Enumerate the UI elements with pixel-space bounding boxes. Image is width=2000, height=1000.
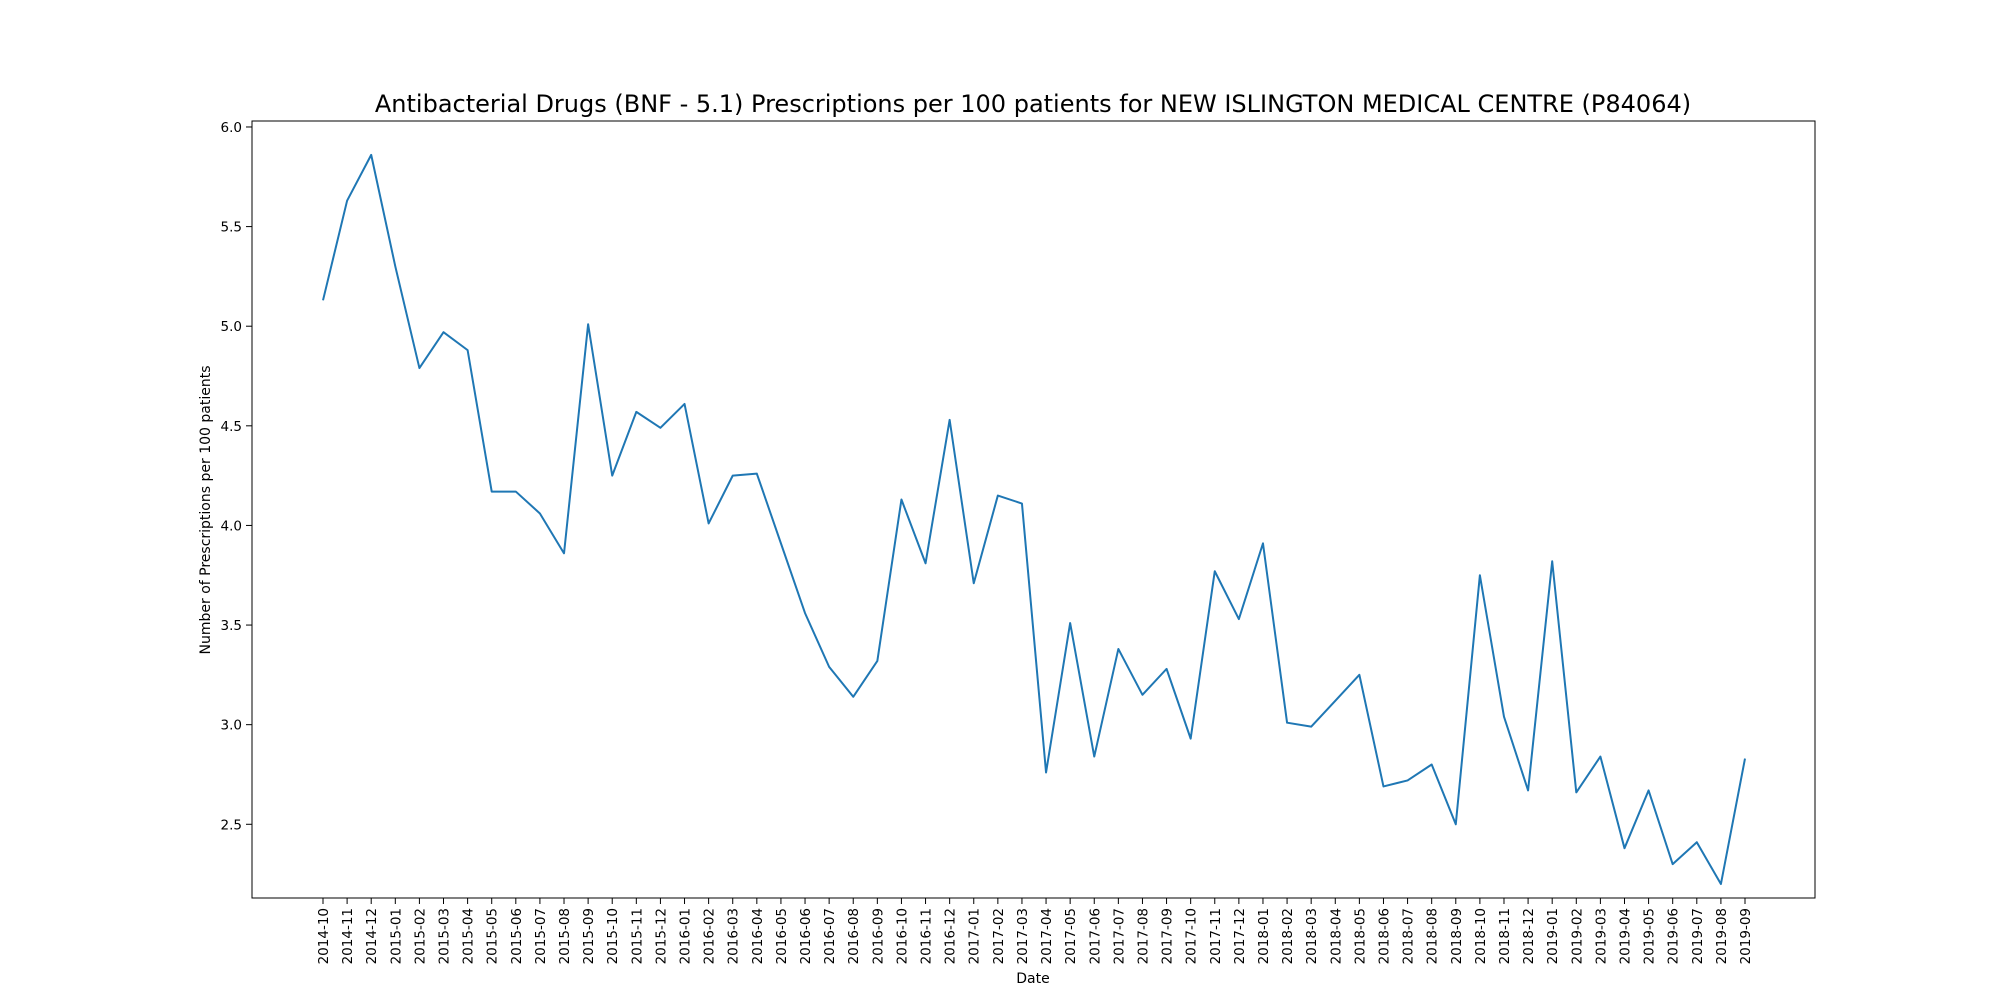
x-tick-label: 2015-04	[461, 908, 477, 964]
x-tick-label: 2017-01	[967, 908, 983, 964]
x-tick-label: 2015-08	[557, 908, 573, 964]
y-tick-label: 3.5	[221, 618, 242, 634]
y-tick-label: 6.0	[221, 120, 242, 136]
x-tick-label: 2018-10	[1473, 908, 1489, 964]
x-tick-label: 2017-07	[1111, 908, 1127, 964]
x-tick-label: 2016-08	[846, 908, 862, 964]
y-axis-label: Number of Prescriptions per 100 patients	[198, 366, 214, 655]
x-tick-label: 2015-05	[485, 908, 501, 964]
x-tick-label: 2017-12	[1232, 908, 1248, 964]
x-tick-label: 2015-01	[388, 908, 404, 964]
chart-title: Antibacterial Drugs (BNF - 5.1) Prescrip…	[375, 90, 1691, 118]
x-tick-label: 2014-10	[316, 908, 332, 964]
x-tick-label: 2019-01	[1545, 908, 1561, 964]
x-tick-label: 2015-10	[605, 908, 621, 964]
x-tick-label: 2018-09	[1449, 908, 1465, 964]
x-tick-label: 2019-02	[1569, 908, 1585, 964]
y-tick-label: 5.5	[221, 220, 242, 236]
x-tick-label: 2015-09	[581, 908, 597, 964]
x-axis-label: Date	[1016, 971, 1049, 987]
x-tick-label: 2019-04	[1617, 908, 1633, 964]
x-tick-label: 2018-03	[1304, 908, 1320, 964]
x-tick-label: 2018-05	[1352, 908, 1368, 964]
x-tick-label: 2016-03	[726, 908, 742, 964]
plot-area-frame	[251, 120, 1816, 899]
y-tick-label: 2.5	[221, 817, 242, 833]
x-tick-label: 2017-03	[1015, 908, 1031, 964]
x-tick-label: 2019-06	[1666, 908, 1682, 964]
y-tick-label: 3.0	[221, 718, 242, 734]
x-tick-label: 2016-04	[750, 908, 766, 964]
x-tick-label: 2018-08	[1425, 908, 1441, 964]
x-tick-label: 2019-09	[1738, 908, 1754, 964]
x-tick-label: 2015-12	[653, 908, 669, 964]
x-tick-label: 2015-06	[509, 908, 525, 964]
x-tick-label: 2016-05	[774, 908, 790, 964]
x-tick-label: 2016-02	[702, 908, 718, 964]
x-tick-label: 2015-07	[533, 908, 549, 964]
x-tick-label: 2018-06	[1376, 908, 1392, 964]
x-tick-label: 2017-09	[1160, 908, 1176, 964]
x-tick-label: 2017-02	[991, 908, 1007, 964]
x-tick-label: 2018-07	[1401, 908, 1417, 964]
x-tick-label: 2018-11	[1497, 908, 1513, 964]
x-tick-label: 2016-09	[870, 908, 886, 964]
x-tick-label: 2018-02	[1280, 908, 1296, 964]
x-tick-label: 2017-06	[1087, 908, 1103, 964]
x-tick-label: 2018-04	[1328, 908, 1344, 964]
x-tick-label: 2016-01	[678, 908, 694, 964]
x-axis: 2014-10 2014-11 2014-12 2015-01 2015-02 2015-…	[316, 898, 1754, 964]
x-tick-label: 2014-11	[340, 908, 356, 964]
x-tick-label: 2018-12	[1521, 908, 1537, 964]
y-axis: 2.5 3.0 3.5 4.0 4.5 5.0 5.5 6.0	[221, 120, 252, 833]
y-tick-label: 4.0	[221, 518, 242, 534]
x-tick-label: 2017-11	[1208, 908, 1224, 964]
x-tick-label: 2014-12	[364, 908, 380, 964]
x-tick-label: 2019-08	[1714, 908, 1730, 964]
x-tick-label: 2017-04	[1039, 908, 1055, 964]
x-tick-label: 2016-07	[822, 908, 838, 964]
x-tick-label: 2017-10	[1184, 908, 1200, 964]
y-tick-label: 5.0	[221, 319, 242, 335]
x-tick-label: 2015-02	[412, 908, 428, 964]
x-tick-label: 2016-10	[894, 908, 910, 964]
y-tick-label: 4.5	[221, 419, 242, 435]
x-tick-label: 2018-01	[1256, 908, 1272, 964]
x-tick-label: 2016-06	[798, 908, 814, 964]
x-tick-label: 2017-05	[1063, 908, 1079, 964]
series-line	[322, 153, 1746, 886]
x-tick-label: 2017-08	[1135, 908, 1151, 964]
x-tick-label: 2019-07	[1690, 908, 1706, 964]
x-tick-label: 2015-03	[437, 908, 453, 964]
x-tick-label: 2016-12	[943, 908, 959, 964]
x-tick-label: 2015-11	[629, 908, 645, 964]
x-tick-label: 2019-03	[1593, 908, 1609, 964]
x-tick-label: 2019-05	[1642, 908, 1658, 964]
x-tick-label: 2016-11	[919, 908, 935, 964]
